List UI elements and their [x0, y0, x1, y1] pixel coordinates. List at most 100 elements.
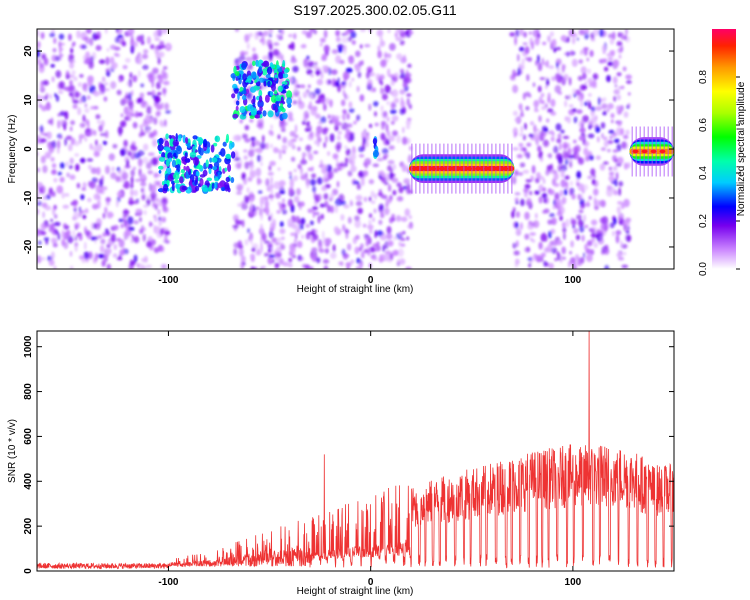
noise-cell [333, 226, 339, 234]
noise-cell [612, 149, 619, 153]
noise-cell [547, 92, 551, 101]
noise-cell [164, 234, 168, 242]
noise-cell [364, 163, 368, 169]
signal-peak [475, 166, 482, 171]
noise-cell [162, 72, 168, 80]
noise-cell [536, 128, 540, 132]
noise-cell [382, 110, 388, 118]
noise-cell [97, 120, 101, 124]
noise-cell [312, 233, 319, 241]
noise-cell [391, 115, 399, 122]
noise-cell [146, 36, 151, 45]
noise-cell [336, 180, 340, 188]
signal-cell [158, 137, 164, 145]
noise-cell [374, 122, 379, 127]
signal-cell [232, 113, 239, 119]
signal-cell [257, 99, 264, 108]
noise-cell [355, 50, 361, 58]
noise-cell [590, 249, 595, 256]
signal-fringe [463, 143, 465, 194]
noise-cell [576, 182, 580, 187]
noise-cell [531, 165, 536, 174]
noise-cell [576, 256, 580, 265]
streak-cell [250, 143, 253, 151]
noise-cell [74, 243, 78, 252]
noise-cell [277, 167, 281, 171]
noise-cell [364, 44, 371, 48]
noise-cell [353, 120, 357, 125]
noise-cell [548, 189, 555, 196]
noise-cell [153, 197, 160, 202]
noise-cell [67, 235, 74, 244]
streak-cell [250, 167, 253, 176]
noise-cell [327, 114, 331, 119]
signal-cell [236, 100, 240, 106]
noise-cell [48, 146, 55, 154]
noise-cell [386, 172, 390, 182]
signal-cell [189, 179, 193, 185]
noise-cell [363, 170, 369, 177]
noise-cell [603, 97, 607, 102]
noise-cell [147, 152, 155, 156]
noise-cell [242, 133, 248, 139]
noise-cell [378, 203, 384, 211]
signal-cell [235, 105, 239, 111]
noise-cell [119, 121, 126, 127]
noise-cell [74, 235, 78, 242]
noise-cell [595, 106, 602, 111]
noise-cell [526, 142, 532, 147]
noise-cell [522, 169, 530, 174]
noise-cell [358, 154, 365, 158]
noise-cell [588, 155, 594, 161]
signal-cell [224, 167, 228, 172]
noise-cell [623, 111, 629, 118]
noise-cell [246, 187, 250, 194]
noise-cell [122, 208, 129, 218]
noise-cell [550, 136, 555, 142]
noise-cell [332, 188, 339, 196]
noise-cell [601, 58, 608, 64]
noise-cell [306, 55, 310, 60]
noise-cell [129, 259, 133, 267]
noise-cell [601, 44, 607, 53]
noise-cell [246, 64, 251, 71]
noise-cell [50, 237, 58, 244]
noise-cell [139, 124, 144, 129]
noise-cell [71, 70, 76, 76]
noise-cell [520, 198, 525, 207]
noise-cell [281, 236, 285, 240]
noise-cell [126, 159, 130, 168]
noise-cell [330, 205, 334, 214]
noise-cell [146, 241, 153, 248]
noise-cell [405, 120, 411, 126]
noise-cell [52, 48, 57, 53]
noise-cell [319, 203, 326, 208]
noise-cell [298, 256, 305, 261]
noise-cell [615, 234, 620, 244]
noise-cell [281, 121, 288, 126]
noise-cell [244, 195, 249, 204]
noise-cell [75, 163, 80, 172]
noise-cell [156, 92, 162, 96]
noise-cell [598, 29, 604, 37]
noise-cell [376, 157, 384, 162]
signal-cell [372, 138, 377, 145]
noise-cell [294, 228, 301, 235]
signal-cell [275, 94, 282, 102]
noise-cell [254, 168, 262, 177]
signal-cell [217, 182, 224, 189]
noise-cell [514, 169, 519, 176]
noise-cell [550, 130, 554, 135]
noise-cell [524, 233, 530, 240]
signal-fringe [483, 143, 485, 194]
noise-cell [113, 224, 119, 231]
noise-cell [579, 205, 584, 209]
colorbar: 0.00.20.40.60.8 Normalized spectral ampl… [698, 29, 747, 276]
noise-cell [548, 262, 554, 269]
noise-cell [326, 170, 334, 180]
noise-cell [124, 58, 131, 63]
signal-cell [286, 90, 293, 99]
noise-cell [564, 100, 567, 108]
noise-cell [401, 136, 408, 145]
noise-cell [614, 84, 618, 88]
